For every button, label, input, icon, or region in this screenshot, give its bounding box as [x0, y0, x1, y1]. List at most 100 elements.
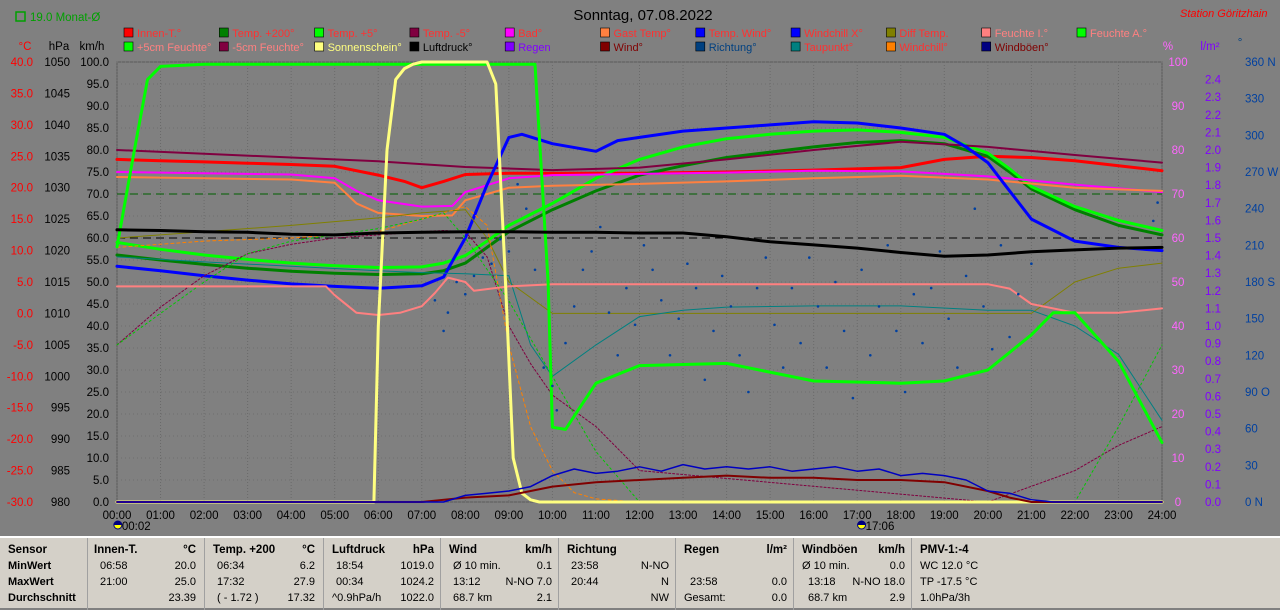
avg-extra: Gesamt:	[684, 592, 726, 604]
y-tick-direction: 330	[1245, 94, 1264, 106]
legend-label: Diff Temp.	[899, 28, 948, 40]
legend-label: Richtung°	[709, 42, 757, 54]
table-col-wind: Wind km/h Ø 10 min. 0.1 13:12 N-NO 7.0 6…	[441, 538, 559, 610]
legend-swatch	[695, 27, 706, 38]
y-tick-direction: 270 W	[1245, 167, 1278, 179]
legend-swatch	[409, 41, 420, 52]
direction-point	[542, 366, 545, 369]
x-tick-label: 08:00	[451, 510, 480, 522]
legend-label: Regen	[518, 42, 550, 54]
y-tick-temp: -10.0	[7, 371, 33, 383]
chart-title: Sonntag, 07.08.2022	[573, 7, 712, 24]
direction-point	[947, 317, 950, 321]
avg-value: 2.1	[536, 592, 552, 604]
stats-table: Sensor MinWert MaxWert Durchschnitt Inne…	[0, 536, 1280, 610]
direction-point	[860, 268, 863, 272]
legend-swatch	[123, 41, 134, 52]
direction-point	[677, 317, 680, 321]
y-tick-humidity: 0	[1175, 497, 1181, 509]
weather-chart: 00:00 01:00 02:00 03:00 04:00 05:00 06:00 07:00…	[7, 7, 1279, 533]
legend-swatch	[981, 27, 992, 38]
direction-point	[607, 311, 611, 314]
y-tick-wind: 60.0	[87, 233, 109, 245]
max-time: 13:18	[808, 576, 836, 588]
table-col-innen: Innen-T. °C 06:58 20.0 21:00 25.0 23.39	[88, 538, 205, 610]
direction-point	[525, 207, 528, 210]
y-tick-humidity: 80	[1172, 145, 1185, 157]
direction-point	[1152, 219, 1155, 223]
y-tick-rain: 0.6	[1205, 391, 1221, 403]
col-title: PMV-1:-4	[920, 544, 969, 556]
direction-point	[921, 341, 924, 345]
y-tick-rain: 1.2	[1205, 286, 1221, 298]
y-tick-direction: 150	[1245, 314, 1264, 326]
month-avg-label: 19.0 Monat-Ø	[30, 12, 100, 24]
legend-label: Temp. -5°	[423, 28, 470, 40]
y-tick-wind: 35.0	[87, 343, 109, 355]
y-tick-humidity: 70	[1172, 189, 1185, 201]
legend-label: Windchill°	[899, 42, 947, 54]
legend-swatch	[409, 27, 420, 38]
y-tick-pressure: 1040	[44, 120, 70, 132]
direction-point	[816, 305, 820, 308]
y-tick-humidity: 10	[1172, 453, 1185, 465]
x-tick-label: 19:00	[930, 510, 959, 522]
y-tick-rain: 2.1	[1205, 127, 1221, 139]
x-tick-label: 12:00	[625, 510, 654, 522]
x-tick-label: 06:00	[364, 510, 393, 522]
y-tick-humidity: 30	[1172, 365, 1185, 377]
axis-unit-wind: km/h	[80, 41, 105, 53]
axis-unit-pressure: hPa	[49, 41, 70, 53]
legend-label: Temp. +200°	[232, 28, 294, 40]
axis-unit-direction: °	[1238, 37, 1243, 49]
direction-point	[686, 262, 689, 266]
direction-point	[938, 250, 942, 253]
y-tick-pressure: 980	[51, 497, 70, 509]
legend-label: Temp. Wind°	[709, 28, 771, 40]
y-tick-wind: 55.0	[87, 255, 109, 267]
y-tick-wind: 85.0	[87, 123, 109, 135]
table-col-windboeen: Windböen km/h Ø 10 min. 0.0 13:18 N-NO 1…	[794, 538, 912, 610]
y-tick-wind: 5.0	[93, 475, 109, 487]
min-time: Ø 10 min.	[453, 560, 501, 572]
legend-label: Sonnenschein°	[328, 42, 402, 54]
x-tick-label: 21:00	[1017, 510, 1046, 522]
month-avg-swatch	[15, 11, 26, 22]
y-tick-temp: 15.0	[11, 214, 33, 226]
direction-point	[446, 311, 450, 314]
series-line	[115, 128, 1164, 269]
y-tick-humidity: 50	[1172, 277, 1185, 289]
x-tick-label: 09:00	[494, 510, 523, 522]
legend-label: Wind°	[614, 42, 643, 54]
legend-label: Windböen°	[995, 42, 1049, 54]
direction-point	[956, 366, 959, 369]
y-tick-rain: 0.5	[1205, 409, 1221, 421]
direction-point	[790, 286, 794, 290]
y-tick-wind: 90.0	[87, 101, 109, 113]
series-line	[116, 230, 1163, 503]
y-tick-wind: 15.0	[87, 431, 109, 443]
direction-point	[738, 354, 741, 357]
y-tick-temp: 0.0	[17, 308, 33, 320]
direction-point	[990, 347, 994, 351]
legend-swatch	[790, 27, 801, 38]
series-line	[116, 209, 1163, 314]
min-value: 0.1	[536, 560, 552, 572]
axis-unit-humidity: %	[1163, 41, 1173, 53]
y-tick-pressure: 990	[51, 434, 70, 446]
direction-point	[773, 323, 776, 327]
x-tick-label: 14:00	[712, 510, 741, 522]
max-time: 13:12	[453, 576, 481, 588]
direction-point	[651, 268, 654, 272]
max-time: 17:32	[217, 576, 245, 588]
legend-swatch	[790, 41, 801, 52]
x-tick-label: 17:00	[843, 510, 872, 522]
direction-point	[433, 299, 437, 302]
y-tick-direction: 180 S	[1245, 277, 1275, 289]
direction-point	[481, 256, 485, 259]
direction-point	[712, 329, 715, 333]
direction-point	[999, 244, 1003, 247]
y-tick-rain: 2.4	[1205, 75, 1222, 87]
min-value: N-NO	[640, 560, 669, 572]
row-label-sensor: Sensor	[8, 544, 47, 556]
